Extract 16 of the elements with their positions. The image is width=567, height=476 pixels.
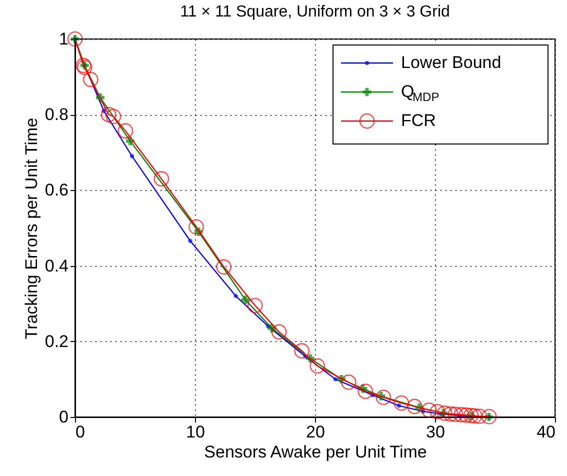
x-tick-label: 40 [536,422,556,442]
y-tick-label: 1 [59,30,68,48]
x-tick-label: 10 [186,422,205,442]
y-tick-label: 0.4 [44,256,68,276]
y-tick-label: 0.8 [44,105,68,124]
legend-label: FCR [401,111,436,130]
chart-title: 11 × 11 Square, Uniform on 3 × 3 Grid [180,4,450,21]
y-tick-label: 0.6 [44,180,68,200]
x-tick-label: 30 [426,422,445,442]
x-tick-label: 20 [306,422,325,442]
x-tick-label: 0 [76,422,85,442]
y-tick-label: 0.2 [44,332,68,351]
legend-label: Lower Bound [401,53,502,72]
x-axis-title: Sensors Awake per Unit Time [204,442,427,462]
y-tick-label: 0 [59,408,68,426]
y-axis-title: Tracking Errors per Unit Time [22,118,41,340]
